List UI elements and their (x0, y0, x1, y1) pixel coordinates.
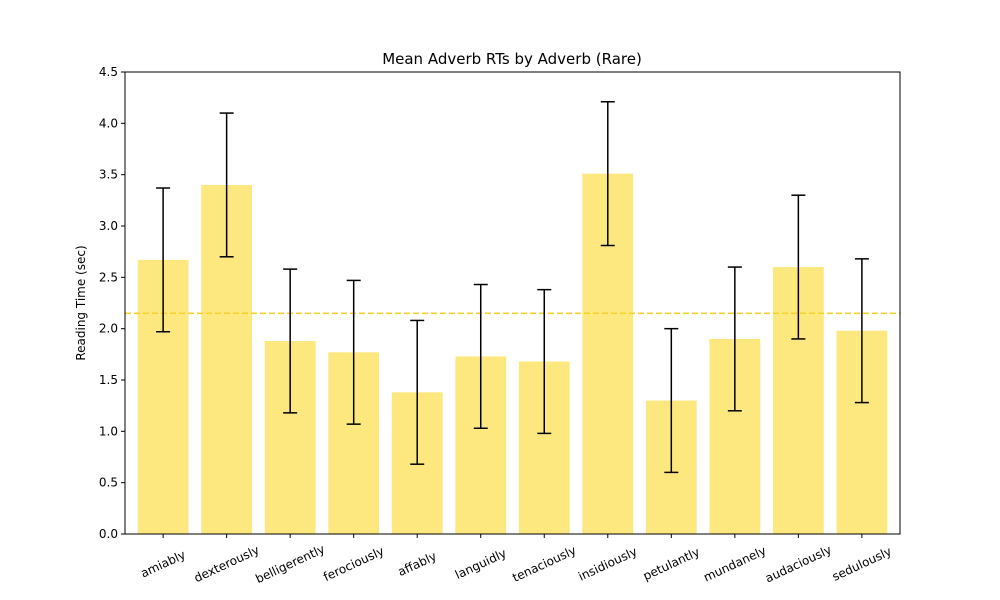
y-tick-label: 4.5 (99, 65, 118, 79)
y-tick-label: 0.5 (99, 476, 118, 490)
y-tick-label: 3.0 (99, 219, 118, 233)
x-tick-label-ferociously: ferociously (321, 544, 386, 584)
chart-title: Mean Adverb RTs by Adverb (Rare) (382, 50, 642, 68)
y-axis-label: Reading Time (sec) (74, 245, 88, 360)
y-tick-label: 3.5 (99, 168, 118, 182)
x-tick-label-petulantly: petulantly (641, 545, 702, 583)
plot-frame (124, 71, 901, 535)
x-tick-label-insidiously: insidiously (576, 544, 639, 583)
x-tick-label-tenaciously: tenaciously (510, 543, 578, 585)
x-tick-label-dexterously: dexterously (192, 543, 262, 585)
y-tick-label: 0.0 (99, 527, 118, 541)
x-tick-label-languidly: languidly (453, 546, 509, 582)
x-tick-label-audaciously: audaciously (763, 543, 834, 586)
y-tick-label: 4.0 (99, 116, 118, 130)
y-tick-label: 2.5 (99, 270, 118, 284)
y-tick-label: 1.5 (99, 373, 118, 387)
plot-area: 0.0 0.5 1.0 1.5 2.0 2.5 3.0 3.5 4.0 4.5 amiably dex… (99, 65, 901, 586)
y-tick-label: 1.0 (99, 424, 118, 438)
x-tick-label-mundanely: mundanely (701, 543, 768, 584)
x-tick-label-amiably: amiably (138, 548, 187, 581)
x-tick-label-affably: affably (396, 549, 439, 579)
x-tick-label-belligerently: belligerently (253, 542, 327, 586)
x-tick-label-sedulously: sedulously (830, 544, 894, 584)
y-tick-label: 2.0 (99, 322, 118, 336)
